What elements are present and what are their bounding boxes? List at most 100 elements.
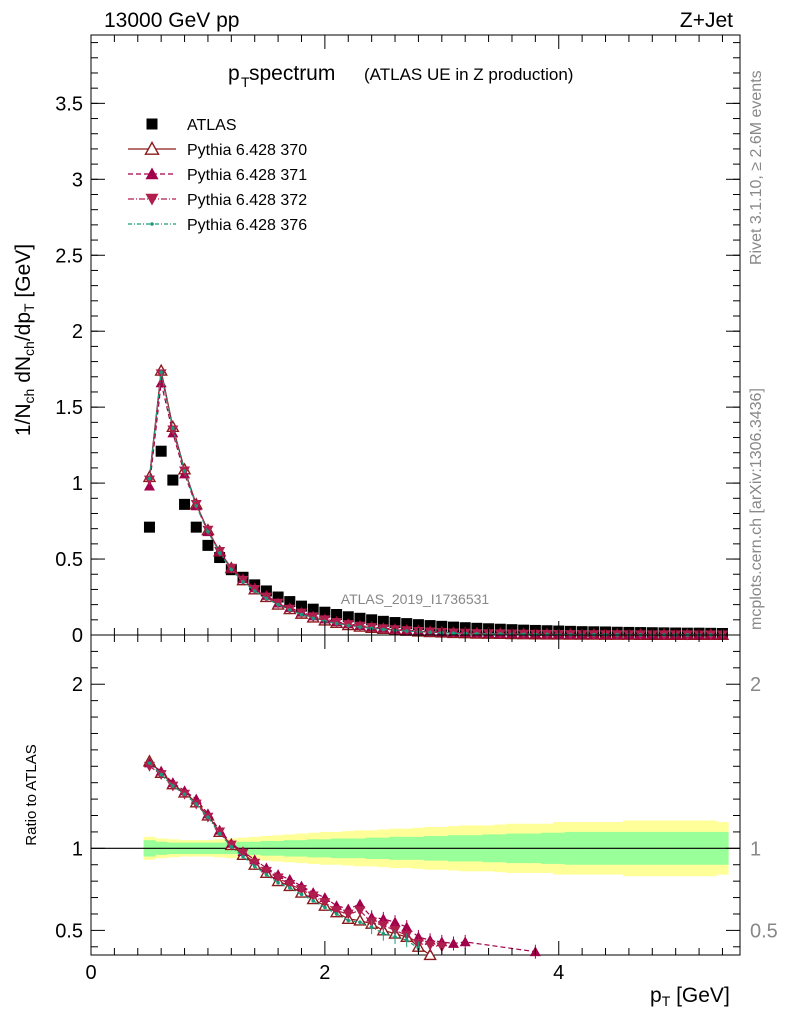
plot-title: p T spectrum (ATLAS UE in Z production) <box>228 62 573 90</box>
ratio-bands <box>91 820 740 877</box>
main-point <box>272 591 284 603</box>
ratio-point <box>323 905 327 910</box>
legend-label: ATLAS <box>187 117 237 134</box>
main-point <box>206 529 210 534</box>
ratio-point <box>369 925 374 929</box>
main-point <box>319 606 331 618</box>
rivet-label: Rivet 3.1.10, ≥ 2.6M events <box>748 70 765 265</box>
ratio-point <box>311 899 315 903</box>
main-ytick-label: 1 <box>72 473 83 495</box>
main-point <box>299 612 304 617</box>
legend: ATLAS Pythia 6.428 370 Pythia 6.428 371 Pyt… <box>128 117 307 234</box>
ratio-panel: 0.5 0.5 1 1 2 2 0 2 4 Ratio to ATLAS pT [GeV] <box>23 634 778 1009</box>
main-point <box>276 602 280 607</box>
legend-label: Pythia 6.428 372 <box>187 192 307 209</box>
legend-entry: Pythia 6.428 372 <box>128 192 307 209</box>
main-point <box>143 480 155 491</box>
legend-entry: ATLAS <box>146 117 237 134</box>
legend-marker <box>150 222 154 226</box>
main-point <box>179 498 191 510</box>
ratio-point <box>284 880 296 890</box>
ratio-series-line <box>149 762 419 949</box>
legend-label: Pythia 6.428 376 <box>187 217 307 234</box>
main-point <box>171 426 175 431</box>
process-label: Z+Jet <box>680 9 733 32</box>
ratio-point <box>260 866 272 877</box>
ratio-point <box>182 792 187 796</box>
ratio-point <box>276 880 280 885</box>
xtick-label: 4 <box>553 962 564 984</box>
main-point <box>167 425 179 436</box>
x-axis-label: pT [GeV] <box>650 984 730 1009</box>
ratio-point <box>412 931 424 942</box>
main-point <box>190 521 202 533</box>
ratio-point <box>436 942 448 953</box>
main-point <box>214 552 226 564</box>
legend-marker <box>144 141 160 155</box>
ratio-point <box>237 848 249 859</box>
ratio-plot-area <box>90 634 741 956</box>
main-ytick-label: 1.5 <box>55 397 83 419</box>
main-point <box>217 551 222 555</box>
ratio-ylabel: Ratio to ATLAS <box>23 744 40 845</box>
main-point <box>182 469 187 473</box>
title-secondary: (ATLAS UE in Z production) <box>364 65 573 84</box>
main-axes: 0 0.5 1 1.5 2 2.5 3 3.5 <box>55 35 740 647</box>
main-point <box>295 600 307 612</box>
ratio-plot-content <box>142 754 541 961</box>
ratio-point <box>299 892 304 897</box>
ratio-point <box>319 898 331 908</box>
legend-marker <box>146 118 158 130</box>
main-point <box>377 615 389 627</box>
main-point <box>287 608 292 612</box>
main-point <box>358 625 362 629</box>
main-series-0 <box>143 445 728 639</box>
ratio-point <box>424 940 436 951</box>
energy-label: 13000 GeV pp <box>104 9 239 32</box>
ratio-point <box>229 844 234 849</box>
main-point <box>545 632 549 637</box>
ratio-ytick-label: 0.5 <box>55 920 83 942</box>
main-point <box>366 614 378 626</box>
main-point <box>404 629 409 633</box>
ratio-point <box>217 831 222 836</box>
ratio-point <box>241 854 245 859</box>
main-panel: 0 0.5 1 1.5 2 2.5 3 3.5 ATLAS_2019_I1736531 1/N… <box>12 34 741 647</box>
ratio-point <box>354 898 366 909</box>
ratio-point <box>353 913 367 926</box>
legend-entry: Pythia 6.428 370 <box>128 141 307 159</box>
main-ylabel: 1/Nch dNch/dpT [GeV] <box>12 244 37 436</box>
ratio-point <box>358 920 362 924</box>
ratio-point <box>377 913 389 924</box>
main-point <box>194 504 199 508</box>
mcplots-label: mcplots.cern.ch [arXiv:1306.3436] <box>748 388 765 630</box>
ratio-point <box>389 916 401 927</box>
main-point <box>346 623 351 628</box>
main-point <box>252 589 257 593</box>
ratio-point <box>194 802 199 806</box>
main-point <box>264 596 269 601</box>
legend-marker <box>145 167 159 180</box>
main-point <box>428 630 432 635</box>
main-point <box>202 539 214 551</box>
main-point <box>451 631 456 635</box>
main-point <box>284 596 296 608</box>
main-ytick-label: 0.5 <box>55 549 83 571</box>
main-point <box>143 475 155 486</box>
ratio-point <box>252 864 257 869</box>
ratio-point <box>393 935 397 939</box>
ratio-point <box>334 912 339 916</box>
main-ytick-label: 2.5 <box>55 245 83 267</box>
legend-marker <box>145 193 159 206</box>
main-point <box>342 611 354 623</box>
ratio-point <box>401 921 413 932</box>
main-point <box>143 521 155 533</box>
legend-entry: Pythia 6.428 376 <box>128 217 307 234</box>
ratio-ytick-label-right: 1 <box>750 838 761 860</box>
ratio-point <box>423 948 437 961</box>
ratio-ytick-label-right: 0.5 <box>750 920 778 942</box>
main-point <box>331 608 343 620</box>
ratio-point <box>331 906 343 917</box>
main-point <box>401 618 413 630</box>
